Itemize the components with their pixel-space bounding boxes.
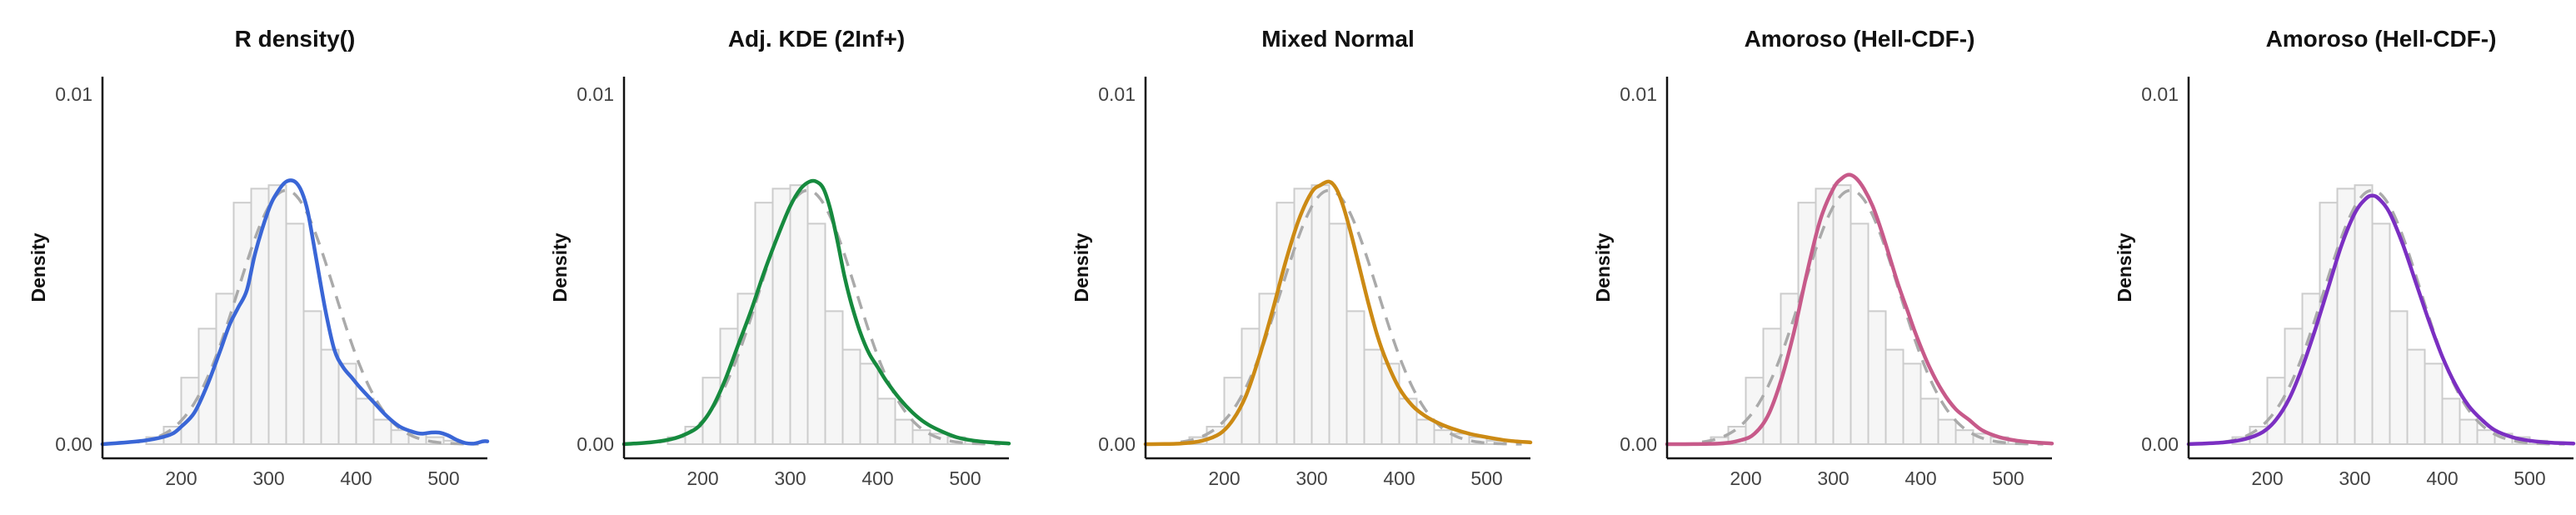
histogram-bar [911, 429, 931, 446]
histogram-bar [806, 222, 826, 445]
y-tick-label: 0.00 [1620, 433, 1657, 455]
x-tick-label: 200 [2251, 468, 2283, 489]
histogram-bar [1902, 362, 1922, 445]
histogram-bar [232, 202, 252, 445]
panel-2: Adj. KDE (2Inf+) Density 200 300 400 500 0.00 0… [549, 26, 1011, 489]
histogram-bar [302, 310, 322, 445]
histogram-bar [2354, 184, 2374, 445]
histogram-bar [2371, 222, 2391, 445]
panel-5: Amoroso (Hell-CDF-) Density 200 300 400 500 0.… [2114, 26, 2576, 489]
y-axis-label: Density [1071, 232, 1092, 302]
x-tick-label: 300 [2339, 468, 2370, 489]
fitted-density-curve [100, 178, 490, 447]
histogram-bar [876, 398, 896, 445]
histogram-bar [2424, 362, 2444, 445]
histogram-bar [1867, 310, 1887, 445]
y-tick-label: 0.00 [2141, 433, 2179, 455]
x-tick-label: 300 [252, 468, 284, 489]
histogram-bar [754, 202, 774, 445]
histogram-bar [1380, 362, 1400, 445]
fitted-density-curve [1143, 179, 1533, 447]
histogram-bar [1433, 429, 1453, 446]
y-tick-label: 0.01 [1098, 83, 1136, 105]
histogram-bar [2389, 310, 2409, 445]
x-tick-label: 300 [774, 468, 806, 489]
x-tick-label: 400 [340, 468, 372, 489]
histogram-bar [1832, 184, 1852, 445]
fitted-density-curve [622, 178, 1011, 447]
reference-density-curve [1180, 188, 1522, 446]
chart-title: Mixed Normal [1261, 26, 1415, 52]
chart-title: Adj. KDE (2Inf+) [728, 26, 905, 52]
histogram-bar [355, 398, 375, 445]
histogram-bar [390, 429, 410, 446]
x-tick-label: 500 [2514, 468, 2545, 489]
reference-density-curve [2223, 188, 2565, 446]
panel-3: Mixed Normal Density 200 300 400 500 0.00 0.01 [1071, 26, 1533, 489]
x-tick-label: 200 [165, 468, 197, 489]
histogram-bar [267, 184, 287, 445]
x-tick-label: 200 [686, 468, 718, 489]
y-axis-label: Density [1592, 232, 1614, 302]
histogram-bar [2319, 202, 2339, 445]
x-tick-label: 500 [949, 468, 981, 489]
histogram-bar [789, 184, 809, 445]
y-axis-label: Density [27, 232, 49, 302]
histogram-bar [320, 348, 340, 446]
x-tick-label: 300 [1817, 468, 1849, 489]
histogram-bar [2441, 398, 2461, 445]
x-tick-label: 500 [1470, 468, 1502, 489]
histogram-bars [1710, 184, 2027, 446]
histogram-bar [2476, 429, 2496, 446]
histogram-bar [841, 348, 861, 446]
y-axis-label: Density [2114, 232, 2135, 302]
histogram-bar [1920, 398, 1939, 445]
histogram-bar [1310, 184, 1330, 445]
histogram-bar [1850, 222, 1870, 445]
x-tick-label: 200 [1730, 468, 1761, 489]
x-tick-label: 300 [1295, 468, 1327, 489]
chart-title: Amoroso (Hell-CDF-) [2266, 26, 2497, 52]
x-tick-label: 400 [861, 468, 893, 489]
x-tick-label: 400 [1905, 468, 1936, 489]
y-tick-label: 0.01 [2141, 83, 2179, 105]
y-tick-label: 0.00 [55, 433, 92, 455]
histogram-bars [1188, 184, 1505, 446]
y-tick-label: 0.00 [1098, 433, 1136, 455]
histogram-bar [372, 418, 392, 446]
histogram-bar [1363, 348, 1383, 446]
x-tick-label: 400 [2426, 468, 2458, 489]
y-tick-label: 0.00 [577, 433, 614, 455]
x-tick-label: 200 [1208, 468, 1240, 489]
histogram-bar [285, 222, 305, 445]
x-tick-label: 500 [427, 468, 459, 489]
y-tick-label: 0.01 [55, 83, 92, 105]
histogram-bar [894, 418, 914, 446]
histogram-bars [145, 184, 462, 446]
y-tick-label: 0.01 [577, 83, 614, 105]
histogram-bar [1345, 310, 1365, 445]
x-tick-label: 400 [1383, 468, 1415, 489]
chart-title: Amoroso (Hell-CDF-) [1745, 26, 1975, 52]
panel-4: Amoroso (Hell-CDF-) Density 200 300 400 500 0.… [1592, 26, 2054, 489]
histogram-bar [824, 310, 844, 445]
histogram-bar [337, 362, 357, 445]
histogram-bar [859, 362, 879, 445]
histogram-bar [1954, 429, 1974, 446]
panel-1: R density() Density 200 300 400 500 0.00 0.01 [27, 26, 490, 489]
histogram-bar [1885, 348, 1905, 446]
chart-title: R density() [235, 26, 356, 52]
reference-density-curve [1701, 188, 2044, 446]
histogram-bar [1328, 222, 1348, 445]
y-axis-label: Density [549, 232, 571, 302]
histogram-bar [1937, 418, 1957, 446]
histogram-bar [1415, 418, 1435, 446]
histogram-bar [2459, 418, 2479, 446]
fitted-density-curve [2186, 193, 2576, 447]
x-tick-label: 500 [1992, 468, 2024, 489]
fitted-density-curve [1665, 172, 2054, 447]
y-tick-label: 0.01 [1620, 83, 1657, 105]
histogram-bar [2406, 348, 2426, 446]
